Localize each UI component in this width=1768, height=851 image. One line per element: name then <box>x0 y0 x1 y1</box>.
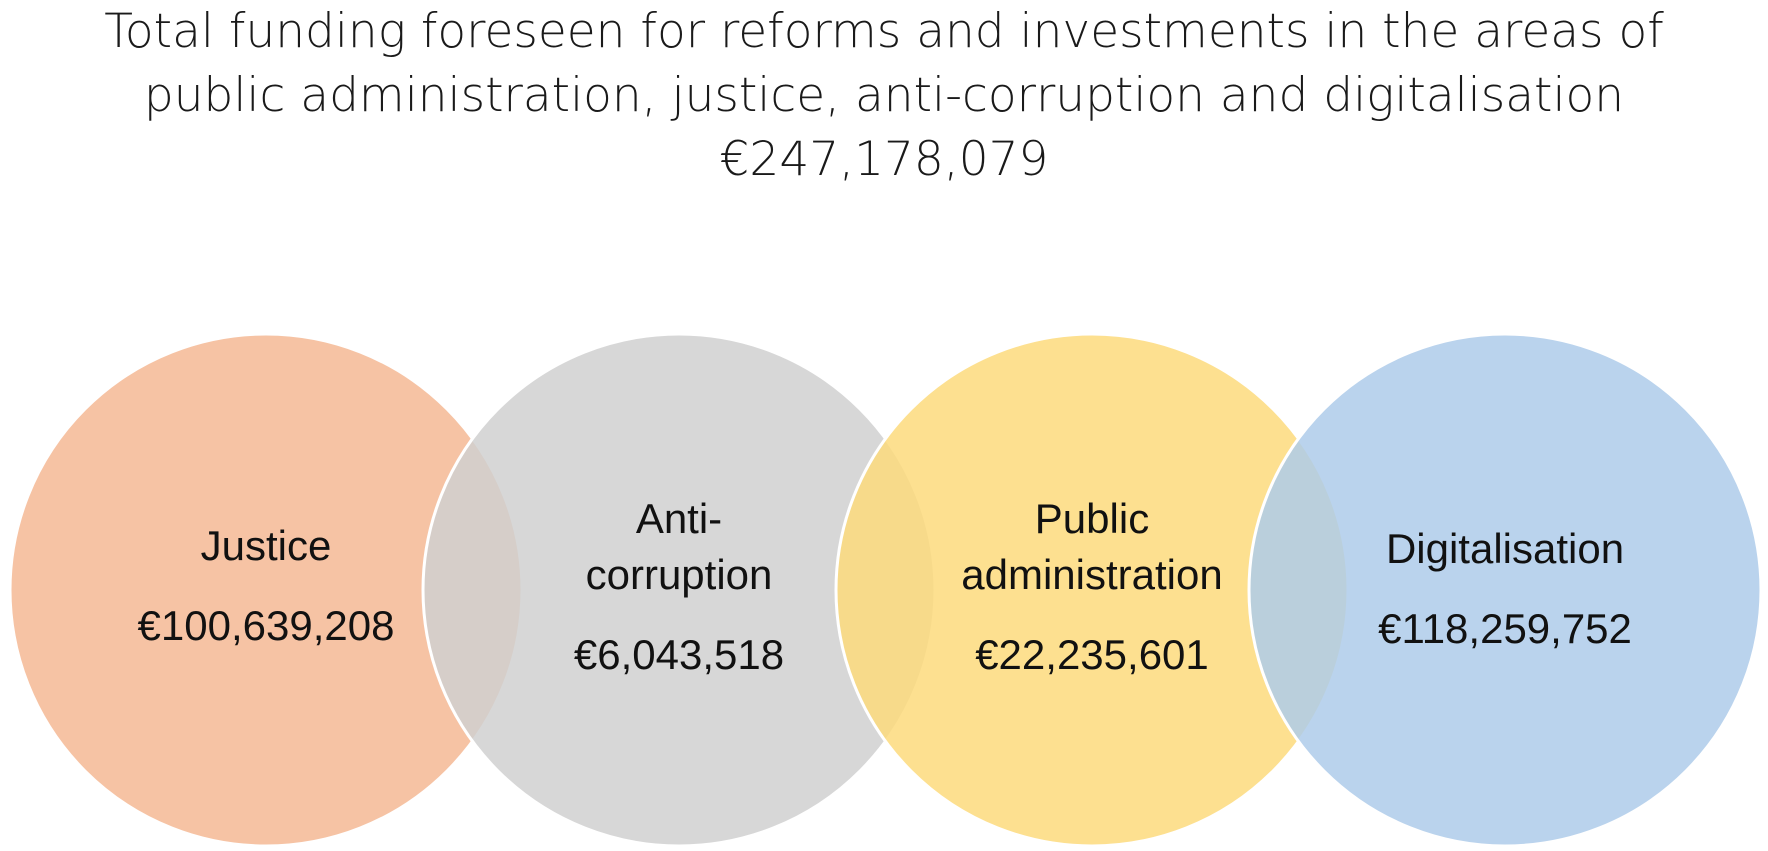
title-total: €247,178,079 <box>719 132 1049 187</box>
area-amount-anti-corruption: €6,043,518 <box>573 631 785 678</box>
label-digitalisation: Digitalisation €118,259,752 <box>1345 521 1665 657</box>
area-name-public-administration-1: Public <box>1034 495 1150 542</box>
title-line-1: Total funding foreseen for reforms and i… <box>104 4 1664 59</box>
area-name-public-administration-2: administration <box>961 551 1223 598</box>
label-justice: Justice €100,639,208 <box>106 518 426 654</box>
page-title: Total funding foreseen for reforms and i… <box>0 0 1768 192</box>
area-name-anti-corruption-2: corruption <box>585 551 773 598</box>
area-amount-digitalisation: €118,259,752 <box>1378 605 1632 652</box>
label-anti-corruption: Anti- corruption €6,043,518 <box>519 491 839 683</box>
area-amount-justice: €100,639,208 <box>137 602 395 649</box>
area-amount-public-administration: €22,235,601 <box>975 631 1209 678</box>
area-name-justice: Justice <box>200 522 332 569</box>
area-name-digitalisation: Digitalisation <box>1385 525 1625 572</box>
label-public-administration: Public administration €22,235,601 <box>932 491 1252 683</box>
area-name-anti-corruption-1: Anti- <box>635 495 723 542</box>
circle-digitalisation <box>1247 332 1763 848</box>
title-line-2: public administration, justice, anti-cor… <box>143 68 1625 123</box>
